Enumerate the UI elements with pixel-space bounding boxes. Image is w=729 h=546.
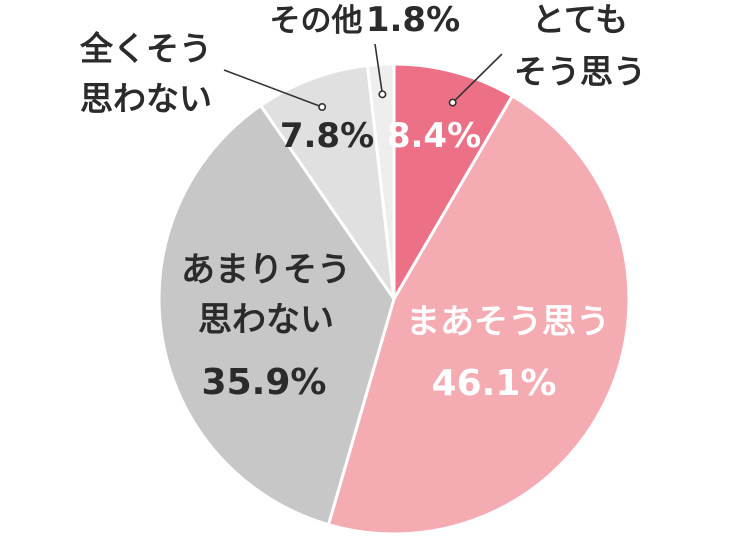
leader-line-4 <box>374 43 384 95</box>
slice-label-0-line-1: そう思う <box>514 52 646 91</box>
pie-slice-4 <box>365 62 396 300</box>
pie-slice-2 <box>157 103 396 527</box>
slice-label-3-line-0: 全くそう <box>79 29 212 68</box>
leader-dot-3 <box>318 103 327 112</box>
slice-value-0: 8.4% <box>387 116 481 156</box>
slice-value-2: 35.9% <box>202 362 327 403</box>
leader-dot-0 <box>448 98 457 107</box>
leader-line-0 <box>452 53 503 104</box>
pie-slices <box>157 62 631 536</box>
slice-label-0-line-0: とても <box>532 0 628 39</box>
leader-lines <box>223 43 503 112</box>
slice-value-3: 7.8% <box>280 116 374 156</box>
pie-slice-1 <box>326 93 631 536</box>
leader-line-3 <box>223 69 323 108</box>
slice-label-2-line-0: あまりそう <box>181 250 351 290</box>
slice-label-1-line-0: まあそう思う <box>406 302 610 342</box>
slice-value-1: 46.1% <box>432 363 557 404</box>
slice-labels: とてもそう思う8.4%まあそう思う46.1%あまりそう思わない35.9%全くそう… <box>79 0 646 404</box>
slice-label-3-line-1: 思わない <box>80 79 212 118</box>
slice-label-4-line-0: その他 <box>270 3 363 39</box>
pie-slice-0 <box>392 62 515 305</box>
pie-slice-3 <box>258 63 396 300</box>
leader-dot-4 <box>378 90 387 99</box>
slice-label-2-line-1: 思わない <box>198 300 334 340</box>
slice-value-4: 1.8% <box>366 0 460 40</box>
